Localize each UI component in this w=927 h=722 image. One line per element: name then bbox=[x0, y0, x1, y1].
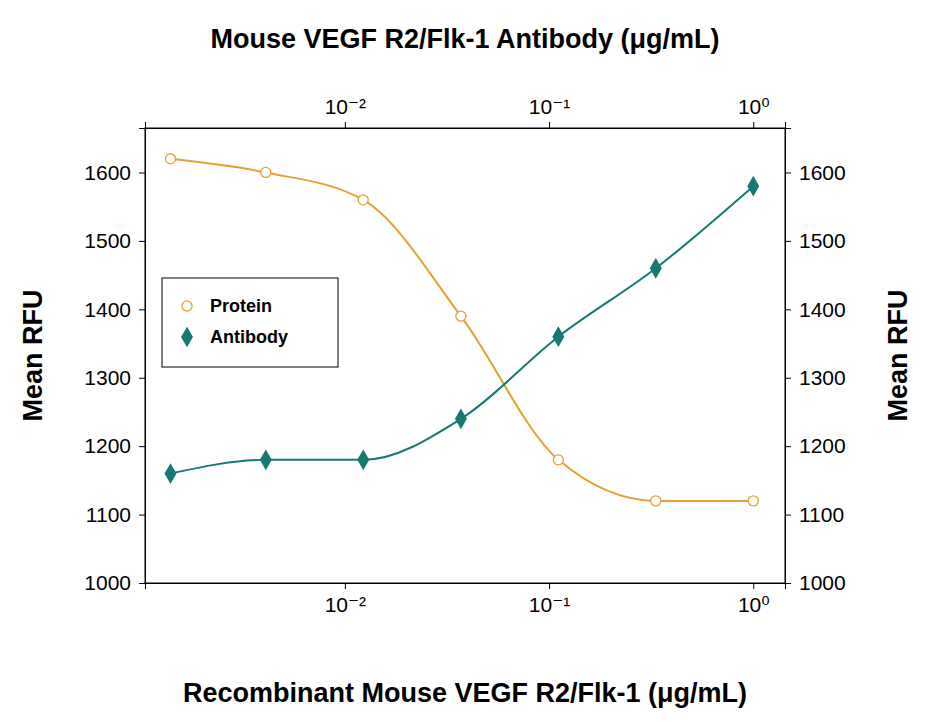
y-axis-line bbox=[139, 129, 146, 584]
data-point bbox=[553, 455, 563, 465]
series-line bbox=[171, 159, 754, 501]
legend-label: Antibody bbox=[210, 327, 288, 347]
tick-mark bbox=[753, 583, 754, 589]
tick: 1000 bbox=[785, 571, 846, 594]
tick-mark bbox=[785, 309, 791, 310]
x2-axis: 10⁻² 10⁻¹ 10⁰ bbox=[146, 95, 786, 129]
data-point bbox=[748, 177, 758, 195]
tick: 1600 bbox=[785, 161, 846, 184]
tick-label: 10⁻² bbox=[325, 593, 366, 616]
tick-label: 1100 bbox=[86, 503, 131, 526]
data-point bbox=[651, 496, 661, 506]
series-line bbox=[171, 186, 754, 473]
tick-mark bbox=[139, 515, 145, 516]
plot-area bbox=[165, 154, 758, 506]
tick: 10⁻² bbox=[325, 95, 366, 128]
data-point bbox=[165, 464, 175, 482]
tick-mark bbox=[345, 583, 346, 589]
tick-mark bbox=[139, 583, 145, 584]
tick: 1400 bbox=[785, 298, 846, 321]
tick-mark bbox=[785, 241, 791, 242]
tick-mark bbox=[785, 378, 791, 379]
tick: 1300 bbox=[785, 366, 846, 389]
y2-axis-line bbox=[786, 129, 792, 584]
data-point bbox=[261, 451, 271, 469]
tick-mark bbox=[785, 515, 791, 516]
tick-label: 1500 bbox=[84, 229, 131, 252]
tick: 10⁻¹ bbox=[529, 95, 570, 128]
tick-label: 1000 bbox=[799, 571, 846, 594]
tick-mark bbox=[139, 309, 145, 310]
y-axis-title: Mean RFU bbox=[18, 289, 48, 421]
y2-axis-title: Mean RFU bbox=[883, 289, 913, 421]
tick: 1400 bbox=[84, 298, 145, 321]
tick-label: 1600 bbox=[799, 161, 846, 184]
tick-label: 10⁰ bbox=[738, 95, 770, 118]
tick-label: 1500 bbox=[799, 229, 846, 252]
x-axis-line bbox=[146, 584, 786, 590]
tick: 1100 bbox=[86, 503, 145, 526]
tick: 1200 bbox=[785, 434, 846, 457]
tick: 1200 bbox=[84, 434, 145, 457]
data-point bbox=[456, 311, 466, 321]
tick-label: 1200 bbox=[799, 434, 846, 457]
tick-label: 1400 bbox=[799, 298, 846, 321]
tick: 10⁻² bbox=[325, 583, 366, 616]
data-point bbox=[261, 167, 271, 177]
tick: 1300 bbox=[84, 366, 145, 389]
tick-label: 1200 bbox=[84, 434, 131, 457]
tick-mark bbox=[139, 378, 145, 379]
tick-mark bbox=[785, 446, 791, 447]
tick-mark bbox=[139, 241, 145, 242]
tick-mark bbox=[785, 172, 791, 173]
tick-label: 1100 bbox=[799, 503, 844, 526]
legend-marker bbox=[182, 301, 192, 311]
tick-label: 10⁻¹ bbox=[529, 95, 570, 118]
tick-mark bbox=[549, 583, 550, 589]
legend-label: Protein bbox=[210, 296, 272, 316]
x-axis: 10⁻² 10⁻¹ 10⁰ bbox=[146, 583, 786, 616]
chart: 10⁻² 10⁻¹ 10⁰ 10⁻² 10⁻¹ 10⁰ 1000 1100 1200 1300 14… bbox=[0, 0, 927, 722]
tick-mark bbox=[139, 172, 145, 173]
y2-axis: 1000 1100 1200 1300 1400 1500 1600 bbox=[785, 129, 846, 595]
title: Mouse VEGF R2/Flk-1 Antibody (μg/mL) bbox=[210, 24, 719, 54]
tick: 1000 bbox=[84, 571, 145, 594]
y-axis: 1000 1100 1200 1300 1400 1500 1600 bbox=[84, 129, 145, 595]
tick-label: 1300 bbox=[84, 366, 131, 389]
x2-axis-line bbox=[146, 122, 786, 129]
data-point bbox=[358, 195, 368, 205]
x-axis-title: Recombinant Mouse VEGF R2/Flk-1 (μg/mL) bbox=[183, 678, 747, 708]
legend-marker bbox=[182, 328, 192, 346]
tick-label: 1300 bbox=[799, 366, 846, 389]
tick: 1500 bbox=[785, 229, 846, 252]
tick-mark bbox=[753, 122, 754, 128]
data-point bbox=[553, 328, 563, 346]
tick-mark bbox=[549, 122, 550, 128]
tick-mark bbox=[785, 583, 791, 584]
tick-label: 10⁻² bbox=[325, 95, 366, 118]
data-point bbox=[456, 410, 466, 428]
tick: 10⁰ bbox=[738, 95, 770, 128]
tick-mark bbox=[345, 122, 346, 128]
tick: 1500 bbox=[84, 229, 145, 252]
data-point bbox=[358, 451, 368, 469]
tick-label: 1600 bbox=[84, 161, 131, 184]
data-point bbox=[651, 259, 661, 277]
tick-label: 1000 bbox=[84, 571, 131, 594]
tick: 1600 bbox=[84, 161, 145, 184]
tick: 10⁰ bbox=[738, 583, 770, 616]
tick: 1100 bbox=[785, 503, 844, 526]
tick-label: 10⁰ bbox=[738, 593, 770, 616]
tick-label: 10⁻¹ bbox=[529, 593, 570, 616]
legend-box bbox=[162, 278, 338, 367]
plot-frame bbox=[145, 128, 785, 583]
tick: 10⁻¹ bbox=[529, 583, 570, 616]
data-point bbox=[748, 496, 758, 506]
tick-label: 1400 bbox=[84, 298, 131, 321]
tick-mark bbox=[139, 446, 145, 447]
data-point bbox=[165, 154, 175, 164]
legend: Protein Antibody bbox=[162, 278, 338, 367]
